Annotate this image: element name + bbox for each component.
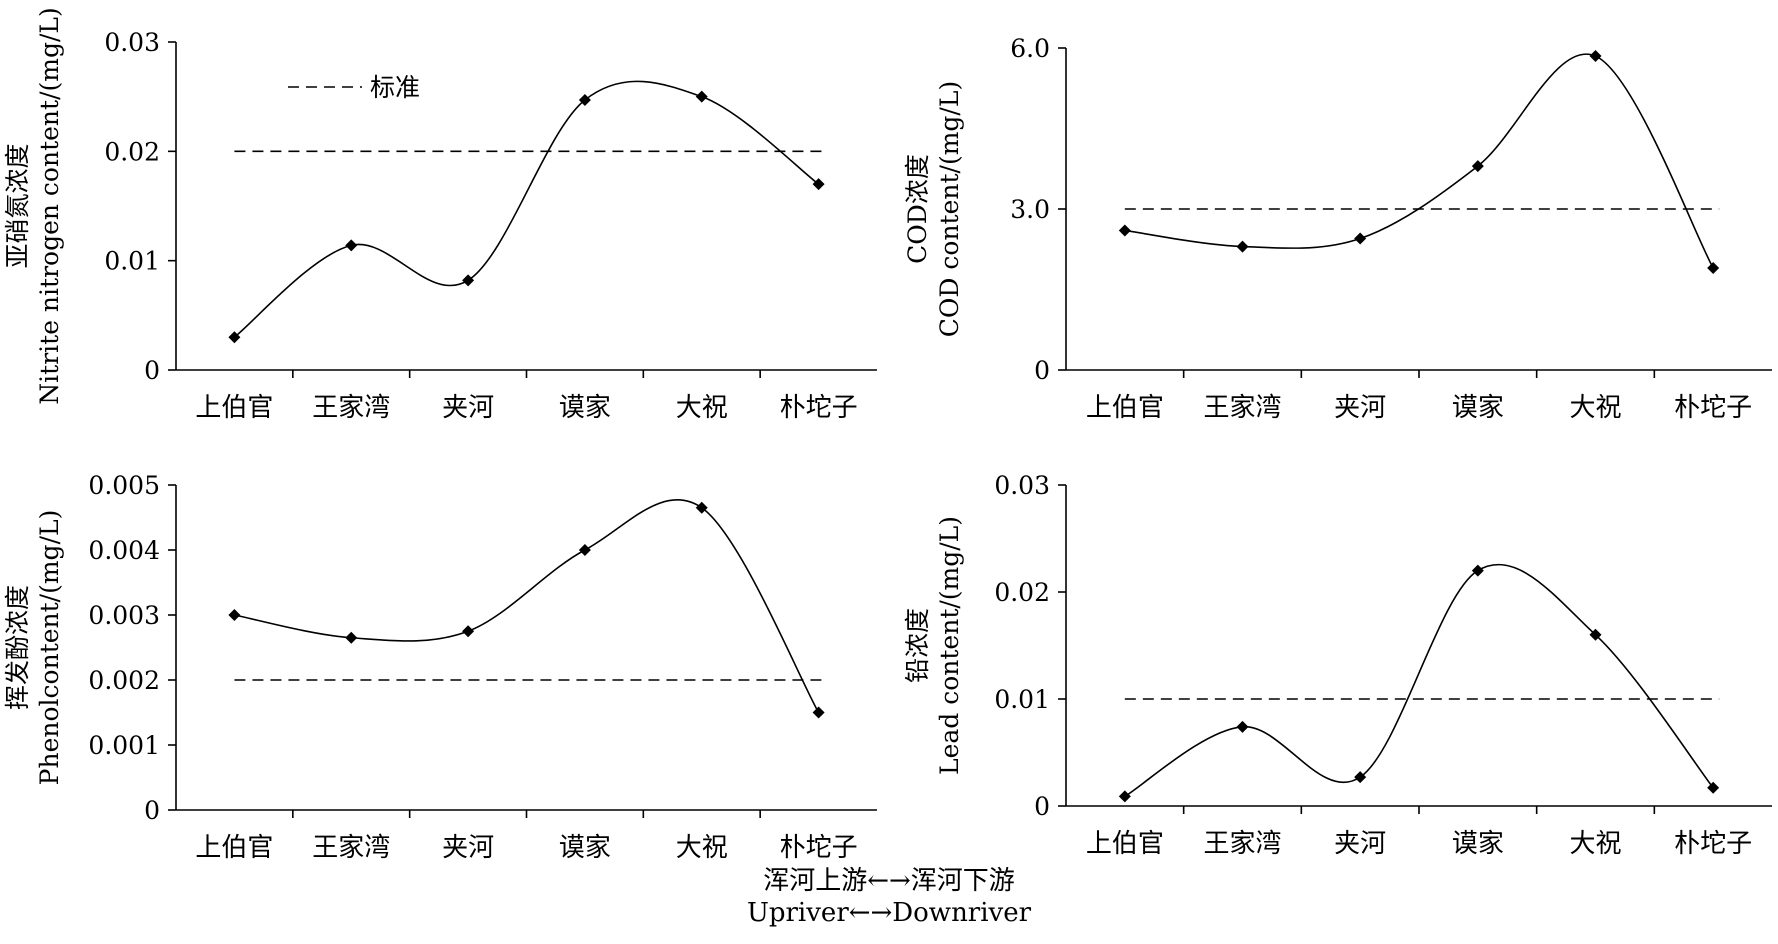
chart-panel-4: 0 0.01 0.02 0.03 上伯官 王家湾 夹河 谟家 大祝 朴坨子 铅浓度 Lead cont… (903, 471, 1772, 859)
x-category-label: 上伯官 (195, 393, 273, 423)
y-tick-label: 0.002 (88, 666, 160, 695)
x-category-label: 大祝 (676, 833, 728, 863)
y-axis-label-chinese: 铅浓度 (903, 608, 932, 683)
y-axis-label-english: Nitrite nitrogen content/(mg/L) (35, 7, 64, 404)
y-axis-label-english: COD content/(mg/L) (935, 81, 964, 337)
chart-panel-1: 0 0.01 0.02 0.03 上伯官 王家湾 夹河 谟家 大祝 朴坨子 亚硝氮浓度 Nitrite… (3, 7, 877, 423)
x-category-label: 谟家 (559, 833, 611, 863)
x-category-label: 大祝 (1569, 393, 1621, 423)
y-tick-label: 0 (1034, 792, 1050, 821)
x-category-label: 上伯官 (1086, 393, 1164, 423)
chart-panel-2: 0 3.0 6.0 上伯官 王家湾 夹河 谟家 大祝 朴坨子 COD浓度 COD content/(… (903, 34, 1772, 423)
y-tick-label: 0.003 (88, 601, 160, 630)
data-point-marker (1589, 628, 1602, 641)
y-tick-label: 0.005 (88, 471, 160, 500)
y-tick-label: 0.01 (104, 247, 160, 276)
y-axis-label-chinese: 亚硝氮浓度 (3, 143, 32, 268)
data-point-marker (812, 178, 825, 191)
data-point-marker (1118, 224, 1131, 237)
data-point-marker (345, 631, 358, 644)
x-category-label: 王家湾 (312, 833, 390, 863)
data-point-marker (228, 609, 241, 621)
x-category-label: 夹河 (1334, 829, 1386, 859)
data-point-marker (578, 93, 591, 106)
x-category-label: 上伯官 (195, 833, 273, 863)
data-point-marker (1707, 262, 1720, 275)
data-point-marker (695, 501, 708, 514)
y-tick-label: 0 (144, 356, 160, 385)
data-series-line (1124, 53, 1714, 269)
data-point-marker (812, 706, 825, 719)
y-tick-label: 0.004 (88, 536, 160, 565)
data-point-marker (345, 239, 358, 252)
y-axis-label-english: Lead content/(mg/L) (935, 516, 964, 775)
data-point-marker (462, 625, 475, 638)
data-series-line (1124, 563, 1714, 798)
data-series-line (233, 80, 820, 338)
y-tick-label: 6.0 (1010, 34, 1050, 63)
chart-panel-3: 0 0.001 0.002 0.003 0.004 0.005 上伯官 王家湾 夹河 谟家 大祝 朴坨… (3, 471, 877, 863)
data-point-marker (1471, 564, 1484, 577)
x-category-label: 大祝 (1569, 829, 1621, 859)
legend: 标准 (288, 73, 420, 102)
y-tick-label: 3.0 (1010, 195, 1050, 224)
data-point-marker (1589, 50, 1602, 63)
y-tick-label: 0 (144, 796, 160, 825)
y-tick-label: 0.01 (994, 685, 1050, 714)
x-category-label: 夹河 (1334, 393, 1386, 423)
data-point-marker (1354, 232, 1367, 245)
x-category-label: 上伯官 (1086, 829, 1164, 859)
legend-label: 标准 (370, 73, 420, 102)
x-category-label: 王家湾 (1203, 393, 1281, 423)
data-point-marker (1236, 240, 1249, 253)
x-category-label: 朴坨子 (1674, 393, 1752, 423)
y-tick-label: 0.03 (994, 471, 1050, 500)
data-point-marker (578, 544, 591, 556)
data-point-marker (1118, 790, 1131, 803)
x-category-label: 谟家 (559, 393, 611, 423)
x-category-label: 朴坨子 (780, 393, 858, 423)
x-category-label: 朴坨子 (1674, 829, 1752, 859)
x-caption-chinese: 浑河上游←→浑河下游 (763, 866, 1015, 896)
y-axis-label-english: Phenolcontent/(mg/L) (35, 510, 64, 786)
x-category-label: 夹河 (442, 833, 494, 863)
x-category-label: 朴坨子 (780, 833, 858, 863)
x-category-label: 王家湾 (1203, 829, 1281, 859)
data-point-marker (228, 331, 241, 344)
y-tick-label: 0 (1034, 356, 1050, 385)
x-caption-english: Upriver←→Downriver (746, 898, 1032, 928)
data-point-marker (1354, 771, 1367, 784)
x-category-label: 王家湾 (312, 393, 390, 423)
data-point-marker (1471, 160, 1484, 173)
y-tick-label: 0.02 (994, 578, 1050, 607)
y-tick-label: 0.001 (88, 731, 160, 760)
y-axis-label-chinese: COD浓度 (903, 154, 932, 264)
y-tick-label: 0.03 (104, 28, 160, 57)
y-axis-label-chinese: 挥发酚浓度 (3, 585, 32, 710)
x-category-label: 大祝 (676, 393, 728, 423)
x-category-label: 谟家 (1452, 829, 1504, 859)
x-category-label: 夹河 (442, 393, 494, 423)
data-point-marker (1236, 720, 1249, 733)
y-tick-label: 0.02 (104, 137, 160, 166)
data-point-marker (1707, 781, 1720, 794)
data-point-marker (695, 90, 708, 103)
data-point-marker (462, 274, 475, 287)
x-category-label: 谟家 (1452, 393, 1504, 423)
